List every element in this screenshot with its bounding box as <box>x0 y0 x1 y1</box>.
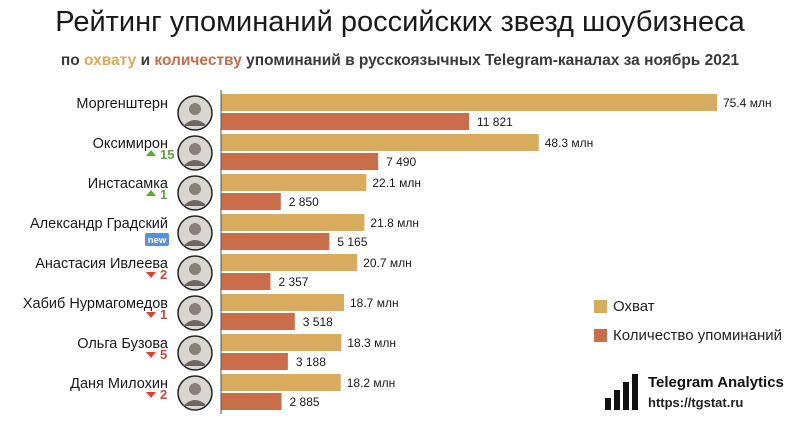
category-label: Александр Градский <box>30 216 168 232</box>
legend-item-mentions: Количество упоминаний <box>594 327 782 344</box>
avatar-body-icon <box>183 200 207 206</box>
avatar-body-icon <box>183 280 207 286</box>
bar-reach <box>221 334 342 351</box>
new-badge-label: new <box>148 235 167 246</box>
subtitle-count-word: количеству <box>154 52 242 69</box>
data-label-mentions: 7 490 <box>386 155 416 169</box>
avatar-body-icon <box>183 120 207 126</box>
data-label-reach: 18.7 млн <box>350 296 399 310</box>
bar-mentions <box>221 313 295 330</box>
data-label-reach: 18.2 млн <box>347 376 396 390</box>
legend-label-mentions: Количество упоминаний <box>613 327 783 344</box>
data-label-mentions: 2 357 <box>278 275 308 289</box>
avatar-head-icon <box>189 343 201 355</box>
data-label-reach: 21.8 млн <box>370 216 419 230</box>
data-label-mentions: 5 165 <box>337 235 367 249</box>
bar-reach <box>221 134 539 151</box>
rank-change-value: 1 <box>160 307 167 322</box>
category-label: Ольга Бузова <box>77 336 169 352</box>
rank-change-value: 5 <box>160 347 167 362</box>
bar-reach <box>221 374 341 391</box>
avatar-head-icon <box>189 383 201 395</box>
bar-reach <box>221 94 717 111</box>
data-label-reach: 18.3 млн <box>347 336 396 350</box>
avatar-head-icon <box>189 223 201 235</box>
brand-name: Telegram Analytics <box>648 374 784 391</box>
bar-reach <box>221 294 345 311</box>
bar-reach <box>221 174 367 191</box>
brand-url[interactable]: https://tgstat.ru <box>648 395 744 410</box>
legend-item-reach: Охват <box>594 298 782 315</box>
data-label-mentions: 3 518 <box>303 315 333 329</box>
rank-change-value: 2 <box>160 387 167 402</box>
legend-swatch-mentions <box>594 329 607 342</box>
rank-down-icon <box>146 312 156 318</box>
data-label-reach: 75.4 млн <box>723 96 772 110</box>
category-label: Оксимирон <box>93 136 168 152</box>
subtitle-and: и <box>136 52 155 69</box>
avatar-head-icon <box>189 143 201 155</box>
avatar-body-icon <box>183 400 207 406</box>
avatar-head-icon <box>189 183 201 195</box>
avatar-body-icon <box>183 360 207 366</box>
bar-mentions <box>221 273 271 290</box>
avatar-body-icon <box>183 320 207 326</box>
category-label: Моргенштерн <box>76 96 168 112</box>
brand-block: Telegram Analytics https://tgstat.ru <box>604 374 784 410</box>
rank-change-value: 2 <box>160 267 167 282</box>
category-label: Даня Милохин <box>70 376 168 392</box>
legend: Охват Количество упоминаний <box>594 298 782 356</box>
bar-mentions <box>221 353 288 370</box>
chart-title: Рейтинг упоминаний российских звезд шоуб… <box>55 6 745 38</box>
avatar-body-icon <box>183 160 207 166</box>
avatar-head-icon <box>189 103 201 115</box>
bar-mentions <box>221 153 379 170</box>
rank-change-value: 1 <box>160 187 167 202</box>
data-label-mentions: 2 885 <box>290 395 320 409</box>
avatar-head-icon <box>189 263 201 275</box>
category-label: Инстасамка <box>88 176 169 192</box>
legend-swatch-reach <box>594 300 607 313</box>
data-label-mentions: 2 850 <box>289 195 319 209</box>
rank-change-value: 15 <box>160 147 174 162</box>
bar-mentions <box>221 233 330 250</box>
data-label-mentions: 3 188 <box>296 355 326 369</box>
chart-subtitle: по охвату и количеству упоминаний в русс… <box>0 52 800 70</box>
bar-reach <box>221 214 365 231</box>
bar-mentions <box>221 113 469 130</box>
rank-up-icon <box>146 150 156 156</box>
category-label: Хабиб Нурмагомедов <box>23 296 168 312</box>
bar-chart-logo-icon <box>605 374 638 410</box>
rank-down-icon <box>146 392 156 398</box>
data-label-reach: 48.3 млн <box>545 136 594 150</box>
rank-down-icon <box>146 272 156 278</box>
data-label-reach: 22.1 млн <box>372 176 421 190</box>
data-label-reach: 20.7 млн <box>363 256 412 270</box>
category-label: Анастасия Ивлеева <box>35 256 169 272</box>
subtitle-reach-word: охвату <box>84 52 137 69</box>
subtitle-suffix: упоминаний в русскоязычных Telegram-кана… <box>241 52 740 69</box>
bar-reach <box>221 254 358 271</box>
rank-up-icon <box>146 190 156 196</box>
data-label-mentions: 11 821 <box>477 115 513 129</box>
new-badge <box>145 233 169 246</box>
rank-down-icon <box>146 352 156 358</box>
avatar-body-icon <box>183 240 207 246</box>
bar-mentions <box>221 393 282 410</box>
subtitle-prefix: по <box>60 52 85 69</box>
bar-mentions <box>221 193 281 210</box>
legend-label-reach: Охват <box>613 298 655 315</box>
avatar-head-icon <box>189 303 201 315</box>
